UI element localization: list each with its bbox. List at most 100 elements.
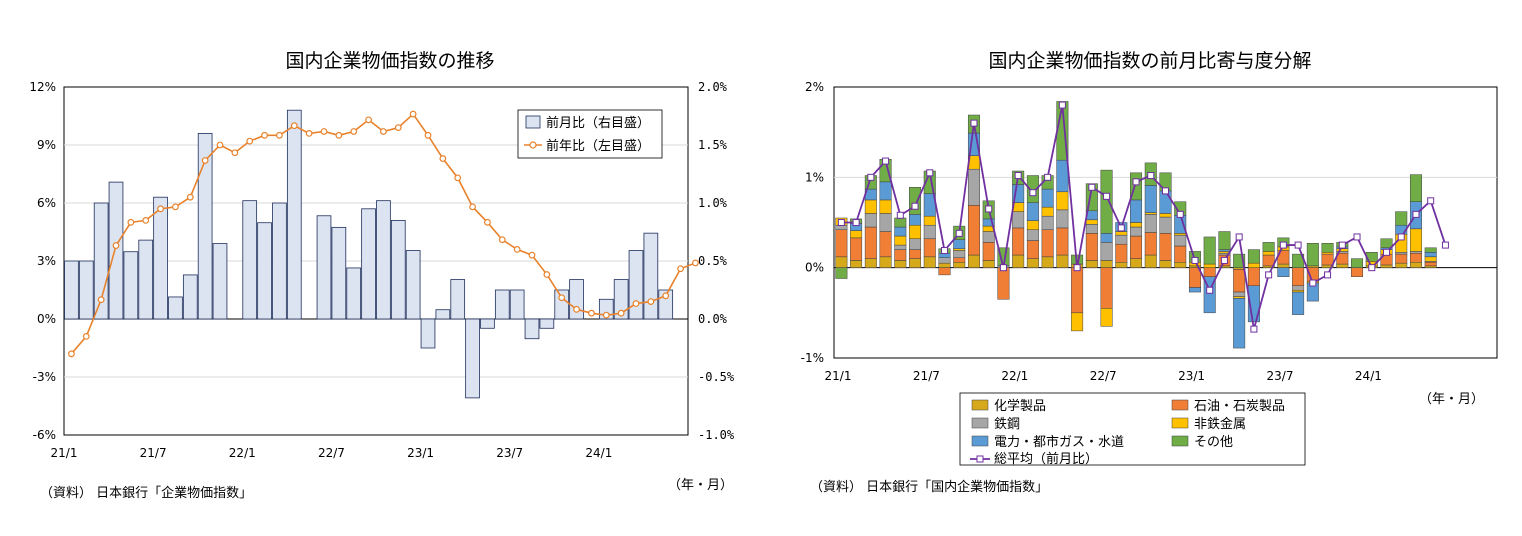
stack-segment <box>1115 231 1128 236</box>
stack-segment <box>1292 290 1305 293</box>
average-point <box>1029 189 1037 197</box>
stack-segment <box>1262 242 1275 252</box>
yoy-point <box>142 216 150 224</box>
stack-segment <box>1026 175 1039 203</box>
mom-bar <box>168 296 183 320</box>
yoy-point <box>558 294 566 302</box>
legend-swatch-1 <box>971 399 989 411</box>
average-point <box>1368 264 1376 272</box>
average-point <box>1162 187 1169 195</box>
mom-bar <box>405 250 421 320</box>
stack-segment <box>1056 254 1069 268</box>
legend-swatch-average-marker <box>976 455 984 463</box>
left-x-tick: 23/7 <box>496 446 523 460</box>
stack-segment <box>894 249 907 261</box>
right-legend-box <box>959 392 1306 466</box>
stack-segment <box>953 257 966 263</box>
stack-segment <box>1292 291 1305 315</box>
stack-segment <box>1100 308 1113 327</box>
average-point <box>1014 172 1022 180</box>
stack-segment <box>1336 248 1349 252</box>
stack-segment <box>1085 183 1098 212</box>
stack-segment <box>835 256 848 268</box>
stack-segment <box>1100 242 1113 261</box>
average-point <box>837 219 845 226</box>
stack-segment <box>1424 265 1437 268</box>
average-point <box>911 202 919 210</box>
yoy-point <box>97 296 105 304</box>
stack-segment <box>909 238 922 250</box>
stack-segment <box>953 250 966 258</box>
yoy-point <box>394 124 402 131</box>
mom-bar <box>123 251 139 320</box>
stack-segment <box>1409 228 1422 252</box>
stack-segment <box>1012 211 1025 229</box>
right-chart-y-tick: -1% <box>801 351 824 365</box>
stack-segment <box>1041 229 1054 258</box>
stack-segment <box>1247 285 1260 323</box>
right-x-tick: 23/1 <box>1178 369 1205 383</box>
stack-segment <box>1233 291 1246 297</box>
stack-segment <box>1159 260 1172 268</box>
stack-segment <box>835 229 848 258</box>
yoy-point <box>602 311 610 319</box>
left-chart-title: 国内企業物価指数の推移 <box>285 50 495 72</box>
stack-segment <box>1247 267 1260 286</box>
stack-segment <box>1071 312 1084 332</box>
stack-segment <box>1306 243 1319 267</box>
yoy-point <box>261 131 268 139</box>
stack-segment <box>1041 215 1054 230</box>
stack-segment <box>1203 236 1216 265</box>
mom-bar <box>361 208 376 320</box>
stack-segment <box>1085 219 1098 225</box>
legend-swatch-6 <box>1171 435 1189 447</box>
average-point <box>926 169 934 177</box>
average-point <box>1309 279 1317 287</box>
stack-segment <box>879 256 892 268</box>
stack-segment <box>909 258 922 268</box>
average-point <box>1088 183 1096 191</box>
left-y-tick: 12% <box>29 80 56 94</box>
mom-bar <box>420 318 436 349</box>
yoy-point <box>231 149 239 157</box>
stack-segment <box>1144 214 1157 233</box>
average-point <box>999 264 1007 272</box>
stack-segment <box>1351 258 1364 268</box>
yoy-point <box>246 137 254 145</box>
yoy-point <box>335 131 343 139</box>
stack-segment <box>1233 298 1246 349</box>
left-y-tick: 3% <box>37 254 56 268</box>
stack-segment <box>850 260 863 268</box>
stack-segment <box>938 262 951 268</box>
mom-bar <box>569 279 584 320</box>
mom-bar <box>376 200 391 320</box>
stack-segment <box>1130 235 1143 259</box>
average-point <box>1147 172 1155 180</box>
left-chart: -6% -3% 0% 3% 6% 9% 12% -1.0% -0.5% 0.0% 0.5% 1.0% 1… <box>29 80 735 460</box>
yoy-point <box>157 205 164 213</box>
mom-bar <box>331 226 347 320</box>
stack-segment <box>1233 296 1246 299</box>
mom-bar <box>524 318 540 340</box>
average-point <box>985 205 993 213</box>
yoy-point <box>68 350 75 358</box>
left-x-tick: 22/7 <box>318 446 345 460</box>
mom-bar <box>554 289 570 320</box>
stack-segment <box>1115 243 1128 263</box>
stack-segment <box>1233 269 1246 293</box>
stack-segment <box>1041 206 1054 217</box>
yoy-point <box>82 333 90 340</box>
average-point <box>1176 210 1184 218</box>
legend-label-average: 総平均（前月比） <box>994 451 1098 467</box>
stack-segment <box>909 224 922 240</box>
legend-swatch-3 <box>971 417 989 429</box>
stack-segment <box>1144 185 1157 213</box>
right-y-tick: 1.0% <box>698 196 728 210</box>
stack-segment <box>1395 252 1408 255</box>
mom-bar <box>465 318 480 399</box>
average-point <box>1103 192 1111 200</box>
stack-segment <box>1100 233 1113 243</box>
mom-bar <box>316 215 332 320</box>
stack-segment <box>879 181 892 201</box>
yoy-point <box>692 259 699 267</box>
